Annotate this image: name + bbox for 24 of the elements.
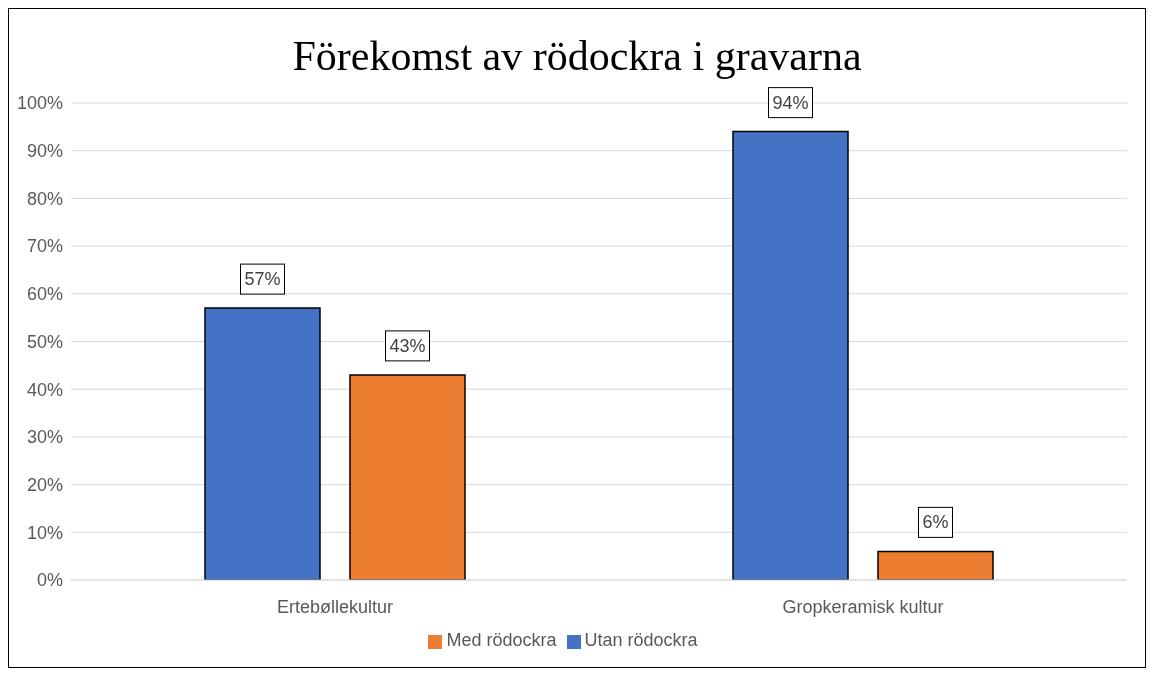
y-tick-label: 70%	[26, 236, 63, 257]
y-tick-label: 60%	[26, 284, 63, 305]
legend-label: Med rödockra	[446, 630, 557, 650]
data-label: 57%	[244, 269, 281, 290]
bar	[349, 374, 466, 580]
chart-title: Förekomst av rödockra i gravarna	[291, 32, 863, 81]
y-tick-label: 80%	[26, 188, 63, 209]
y-tick-label: 90%	[26, 141, 63, 162]
legend-label: Utan rödockra	[584, 630, 698, 650]
y-tick-label: 40%	[26, 379, 63, 400]
y-tick-label: 100%	[16, 93, 63, 114]
data-label: 94%	[772, 92, 809, 113]
bar	[877, 550, 994, 580]
y-tick-label: 30%	[26, 427, 63, 448]
data-label: 6%	[922, 512, 949, 533]
bar	[204, 307, 321, 580]
x-tick-label: Gropkeramisk kultur	[782, 596, 944, 617]
x-tick-label: Ertebøllekultur	[276, 596, 394, 617]
data-label: 43%	[389, 335, 426, 356]
y-tick-label: 0%	[36, 570, 63, 591]
y-tick-label: 10%	[26, 522, 63, 543]
y-tick-label: 50%	[26, 331, 63, 352]
bar	[732, 130, 849, 580]
y-tick-label: 20%	[26, 474, 63, 495]
